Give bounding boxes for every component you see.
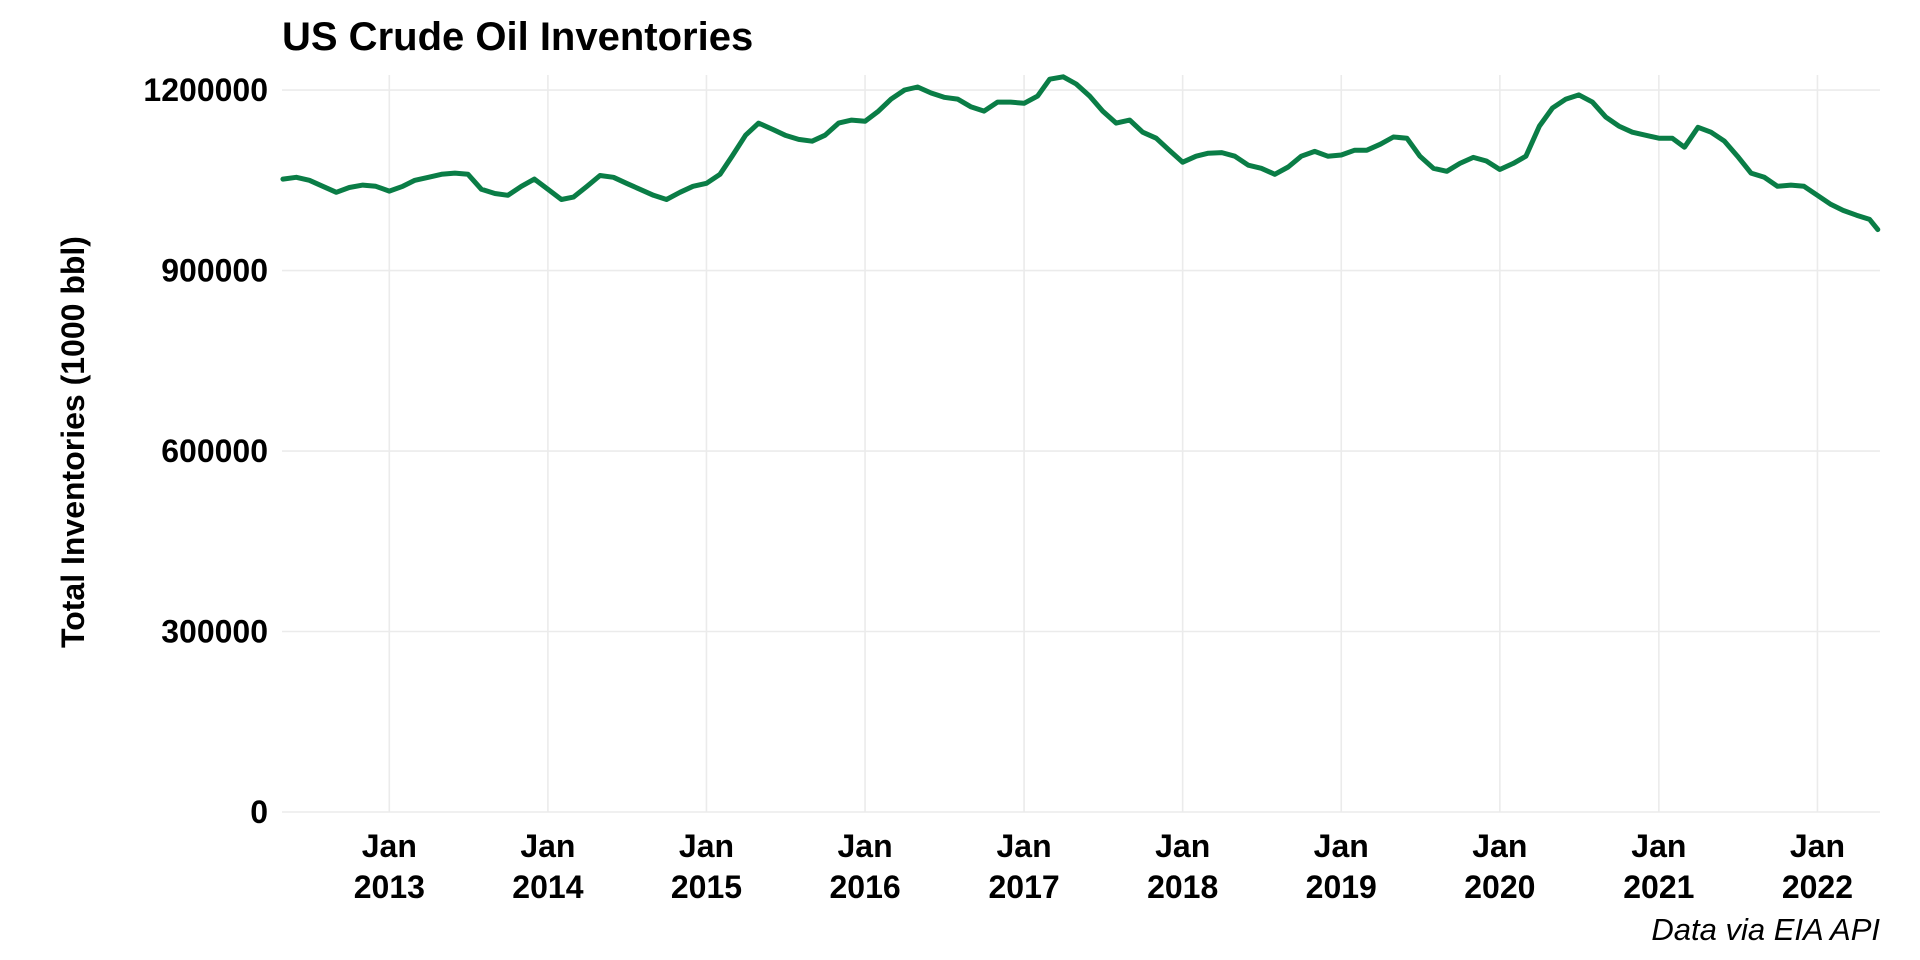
x-tick-label: Jan 2019 [1306, 828, 1377, 905]
y-tick-label: 300000 [161, 614, 268, 650]
x-tick-label: Jan 2015 [671, 828, 742, 905]
y-axis: 0 300000 600000 900000 1200000 [143, 72, 268, 830]
y-tick-label: 600000 [161, 433, 268, 469]
x-tick-label: Jan 2013 [354, 828, 425, 905]
chart-title: US Crude Oil Inventories [282, 15, 753, 59]
x-tick-label: Jan 2017 [988, 828, 1059, 905]
y-tick-label: 1200000 [143, 72, 268, 108]
x-tick-label: Jan 2018 [1147, 828, 1218, 905]
caption-source: Data via EIA API [1651, 912, 1880, 947]
x-tick-label: Jan 2016 [829, 828, 900, 905]
series-line-inventories [280, 74, 1881, 233]
x-tick-label: Jan 2022 [1782, 828, 1853, 905]
x-axis: Jan 2013 Jan 2014 Jan 2015 Jan 2016 Jan 2017 Jan 20… [354, 828, 1853, 905]
y-tick-label: 0 [250, 794, 268, 830]
y-tick-label: 900000 [161, 253, 268, 289]
x-tick-label: Jan 2020 [1464, 828, 1535, 905]
y-axis-label: Total Inventories (1000 bbl) [55, 236, 91, 648]
x-tick-label: Jan 2014 [512, 828, 583, 905]
x-tick-label: Jan 2021 [1623, 828, 1694, 905]
